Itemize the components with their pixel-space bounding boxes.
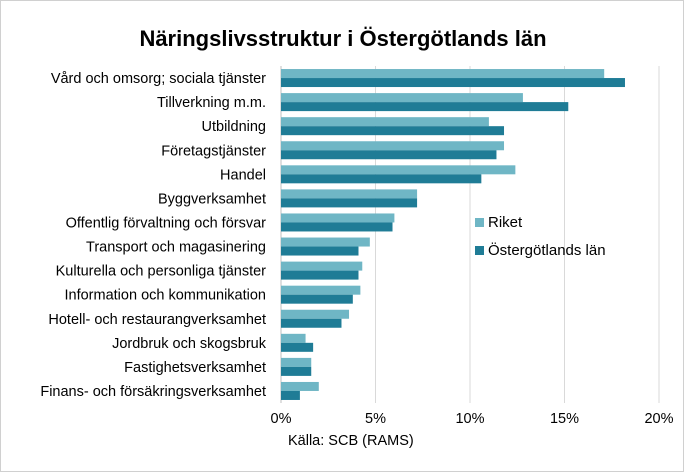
x-tick-label: 0% <box>271 411 292 427</box>
bar-ostergotland-10 <box>281 318 342 328</box>
bar-ostergotland-12 <box>281 366 312 376</box>
gridlines <box>280 66 660 403</box>
category-label: Företagstjänster <box>161 143 266 159</box>
bar-riket-12 <box>281 357 312 367</box>
bar-riket-8 <box>281 261 363 271</box>
category-label: Transport och magasinering <box>86 240 266 256</box>
legend-label: Riket <box>488 214 523 231</box>
legend-label: Östergötlands län <box>488 241 606 259</box>
bar-riket-1 <box>281 93 523 103</box>
bar-ostergotland-5 <box>281 198 418 208</box>
category-label: Handel <box>220 167 266 183</box>
bars <box>281 69 625 400</box>
bar-ostergotland-4 <box>281 174 482 184</box>
bar-riket-6 <box>281 213 395 223</box>
bar-riket-11 <box>281 333 306 343</box>
category-label: Hotell- och restaurangverksamhet <box>48 312 266 328</box>
x-tick-labels: 0% 5% 10% 15% 20% <box>271 411 674 427</box>
bar-riket-9 <box>281 285 361 295</box>
bar-riket-5 <box>281 189 418 199</box>
chart-title: Näringslivsstruktur i Östergötlands län <box>139 26 546 51</box>
bar-riket-7 <box>281 237 370 247</box>
bar-ostergotland-11 <box>281 342 314 352</box>
bar-ostergotland-7 <box>281 246 359 256</box>
bar-riket-0 <box>281 69 605 79</box>
x-tick-label: 10% <box>455 411 484 427</box>
bar-ostergotland-2 <box>281 126 505 136</box>
legend-swatch <box>475 218 484 227</box>
bar-ostergotland-3 <box>281 150 497 160</box>
bar-ostergotland-8 <box>281 270 359 280</box>
bar-ostergotland-6 <box>281 222 393 232</box>
legend: Riket Östergötlands län <box>475 214 606 259</box>
source-note: Källa: SCB (RAMS) <box>288 433 414 449</box>
bar-ostergotland-13 <box>281 390 300 400</box>
x-tick-label: 15% <box>550 411 579 427</box>
category-label: Information och kommunikation <box>65 288 267 304</box>
legend-swatch <box>475 246 484 255</box>
bar-riket-3 <box>281 141 505 151</box>
category-label: Utbildning <box>202 119 267 135</box>
category-label: Offentlig förvaltning och försvar <box>66 215 267 231</box>
bar-ostergotland-1 <box>281 102 569 112</box>
category-label: Finans- och försäkringsverksamhet <box>40 384 266 400</box>
category-label: Tillverkning m.m. <box>157 95 266 111</box>
category-labels: Vård och omsorg; sociala tjänster Tillver… <box>40 71 266 400</box>
category-label: Kulturella och personliga tjänster <box>56 264 267 280</box>
category-label: Byggverksamhet <box>158 191 266 207</box>
bar-ostergotland-0 <box>281 78 625 88</box>
bar-riket-2 <box>281 117 489 127</box>
category-label: Jordbruk och skogsbruk <box>112 336 267 352</box>
x-tick-label: 20% <box>644 411 673 427</box>
bar-riket-13 <box>281 381 319 391</box>
x-tick-label: 5% <box>365 411 386 427</box>
category-label: Fastighetsverksamhet <box>124 360 266 376</box>
bar-ostergotland-9 <box>281 294 353 304</box>
bar-riket-10 <box>281 309 350 319</box>
category-label: Vård och omsorg; sociala tjänster <box>51 71 266 87</box>
bar-riket-4 <box>281 165 516 175</box>
